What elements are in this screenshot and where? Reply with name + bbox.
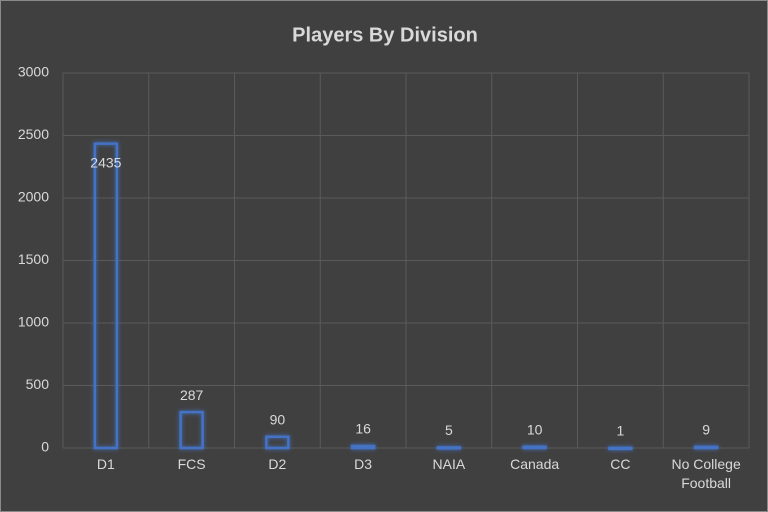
bar — [93, 142, 119, 450]
data-label: 5 — [445, 422, 453, 438]
y-tick-label: 1000 — [18, 314, 49, 330]
x-tick-label: D1 — [96, 456, 115, 472]
data-label: 287 — [180, 387, 204, 403]
bar — [436, 446, 462, 450]
y-tick-label: 0 — [41, 439, 49, 455]
data-label: 90 — [270, 411, 286, 427]
x-tick-label: FCS — [177, 456, 206, 472]
data-label: 1 — [616, 423, 624, 439]
data-label: 2435 — [90, 154, 121, 170]
x-tick-label: Canada — [510, 456, 560, 472]
y-tick-label: 1500 — [18, 251, 49, 267]
bar — [693, 445, 719, 450]
bar — [522, 445, 547, 450]
x-tick-label: NAIA — [432, 456, 466, 472]
bar — [265, 435, 290, 450]
y-tick-label: 3000 — [18, 64, 49, 80]
bar — [608, 446, 633, 451]
data-label: 10 — [527, 421, 543, 437]
x-tick-label: CC — [610, 456, 631, 472]
x-tick-label: No College Football — [671, 456, 741, 491]
y-tick-label: 2500 — [18, 126, 49, 142]
data-label: 9 — [702, 422, 710, 438]
x-tick-label: D3 — [354, 456, 373, 472]
y-tick-label: 500 — [26, 376, 50, 392]
x-tick-label: D2 — [268, 456, 287, 472]
data-label: 16 — [355, 421, 371, 437]
bar — [350, 444, 376, 450]
chart-title: Players By Division — [292, 24, 478, 46]
y-tick-label: 2000 — [18, 189, 49, 205]
bar — [179, 410, 204, 450]
